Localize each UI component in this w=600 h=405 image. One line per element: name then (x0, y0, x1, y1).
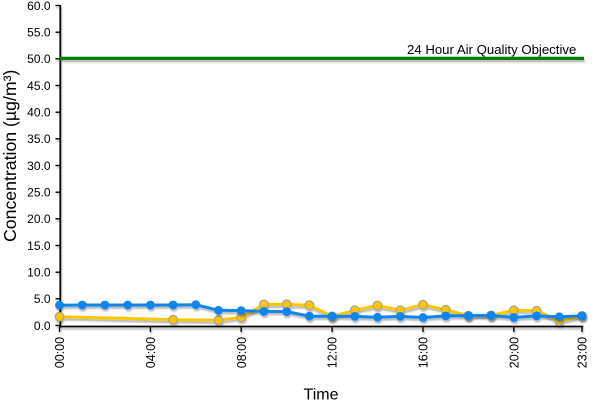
svg-text:5.0: 5.0 (34, 292, 51, 306)
svg-text:10.0: 10.0 (27, 266, 51, 280)
svg-text:08:00: 08:00 (235, 337, 249, 368)
svg-text:40.0: 40.0 (27, 106, 51, 120)
svg-text:60.0: 60.0 (27, 0, 51, 13)
svg-text:45.0: 45.0 (27, 79, 51, 93)
svg-text:50.0: 50.0 (27, 52, 51, 66)
svg-text:00:00: 00:00 (53, 337, 67, 368)
svg-text:16:00: 16:00 (417, 337, 431, 368)
svg-text:15.0: 15.0 (27, 239, 51, 253)
svg-text:24 Hour Air Quality Objective: 24 Hour Air Quality Objective (407, 42, 576, 57)
svg-text:30.0: 30.0 (27, 159, 51, 173)
svg-text:55.0: 55.0 (27, 26, 51, 40)
svg-text:20:00: 20:00 (507, 337, 521, 368)
svg-text:0.0: 0.0 (34, 319, 51, 333)
svg-text:25.0: 25.0 (27, 186, 51, 200)
svg-text:04:00: 04:00 (144, 337, 158, 368)
svg-text:35.0: 35.0 (27, 132, 51, 146)
svg-text:Concentration (µg/m³): Concentration (µg/m³) (0, 70, 20, 242)
svg-text:12:00: 12:00 (326, 337, 340, 368)
svg-text:23:00: 23:00 (576, 337, 590, 368)
svg-text:Time: Time (304, 387, 339, 401)
svg-text:20.0: 20.0 (27, 212, 51, 226)
